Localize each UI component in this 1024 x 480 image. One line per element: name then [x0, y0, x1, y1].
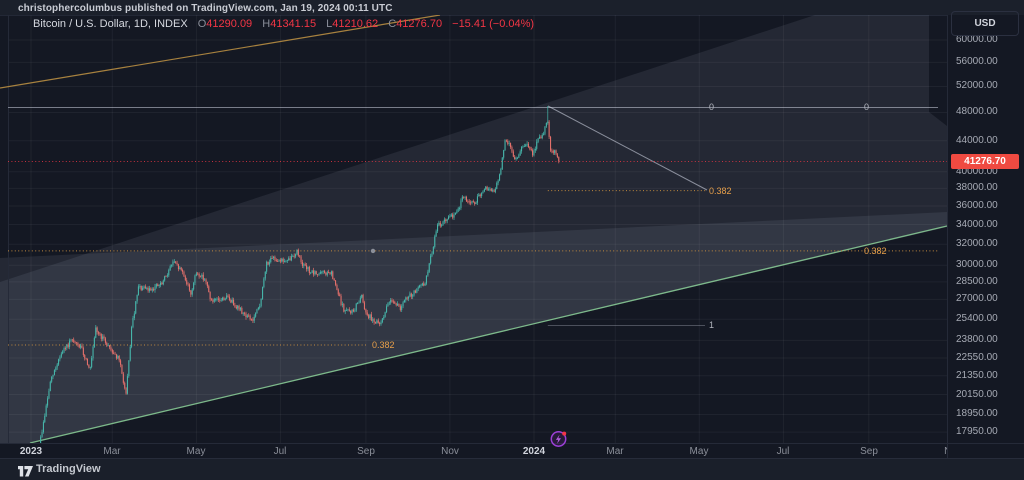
publish-info-text: christophercolumbus published on Trading… [18, 3, 393, 14]
fib-level-label: 0.382 [709, 186, 732, 196]
price-axis-label: 48000.00 [956, 106, 998, 117]
chart-plot-area[interactable]: Bitcoin / U.S. Dollar, 1D, INDEX O41290.… [0, 15, 947, 447]
price-axis-label: 20150.00 [956, 389, 998, 400]
price-axis-label: 44000.00 [956, 135, 998, 146]
price-axis-label: 27000.00 [956, 293, 998, 304]
price-axis-label: 60000.00 [956, 34, 998, 45]
last-price-label: 41276.70 [951, 154, 1019, 169]
time-axis-label: Mar [606, 446, 624, 457]
price-axis-label: 32000.00 [956, 238, 998, 249]
time-axis-label: Sep [357, 446, 375, 457]
close-label: C [388, 18, 397, 30]
price-axis-label: 18950.00 [956, 408, 998, 419]
price-axis-label: 34000.00 [956, 219, 998, 230]
price-axis-label: 25400.00 [956, 313, 998, 324]
low-value: 41210.62 [332, 18, 379, 30]
chart-canvas[interactable] [0, 15, 947, 443]
price-axis-label: 22550.00 [956, 352, 998, 363]
price-axis-label: 40000.00 [956, 166, 998, 177]
time-axis-label: Mar [103, 446, 121, 457]
price-axis[interactable]: 41276.70 60000.00 56000.00 52000.00 48000.0… [947, 15, 1024, 443]
time-axis-label: Jul [273, 446, 287, 457]
time-axis-label: 2024 [522, 446, 546, 457]
symbol-ohlc-bar: Bitcoin / U.S. Dollar, 1D, INDEX O41290.… [33, 18, 534, 30]
price-axis-label: 17950.00 [956, 426, 998, 437]
publish-info-bar: christophercolumbus published on Trading… [0, 0, 1024, 16]
price-axis-label: 21350.00 [956, 370, 998, 381]
tradingview-logo-icon[interactable] [18, 464, 33, 480]
price-axis-label: 38000.00 [956, 182, 998, 193]
currency-toggle-button[interactable]: USD [951, 11, 1019, 36]
close-value: 41276.70 [396, 18, 443, 30]
price-axis-label: 28500.00 [956, 276, 998, 287]
price-axis-label: 56000.00 [956, 56, 998, 67]
fib-level-label: 0 [864, 102, 870, 112]
high-value: 41341.15 [270, 18, 317, 30]
footer-bar: TradingView [0, 458, 1024, 480]
fib-level-label: 0 [709, 102, 715, 112]
symbol-title: Bitcoin / U.S. Dollar, 1D, INDEX [33, 18, 188, 30]
time-axis-label: Nov [441, 446, 459, 457]
price-axis-label: 52000.00 [956, 80, 998, 91]
price-axis-label: 30000.00 [956, 259, 998, 270]
time-axis-label: May [689, 446, 709, 457]
price-axis-label: 23800.00 [956, 334, 998, 345]
idea-flash-marker-icon[interactable] [549, 429, 569, 449]
price-axis-label: 36000.00 [956, 200, 998, 211]
time-axis[interactable]: 2023MarMayJulSepNov2024MarMayJulSepNov [0, 443, 962, 459]
open-label: O [197, 18, 207, 30]
time-axis-label: Sep [860, 446, 878, 457]
change-value: −15.41 (−0.04%) [452, 18, 535, 30]
axis-corner [947, 443, 1024, 459]
fib-level-label: 0.382 [864, 246, 887, 256]
time-axis-label: 2023 [19, 446, 43, 457]
time-axis-label: Jul [776, 446, 790, 457]
fib-level-label: 0.382 [372, 340, 395, 350]
time-axis-label: May [186, 446, 206, 457]
fib-level-label: 1 [709, 320, 715, 330]
low-label: L [326, 18, 333, 30]
high-label: H [262, 18, 271, 30]
tradingview-wordmark[interactable]: TradingView [36, 463, 101, 475]
open-value: 41290.09 [206, 18, 253, 30]
